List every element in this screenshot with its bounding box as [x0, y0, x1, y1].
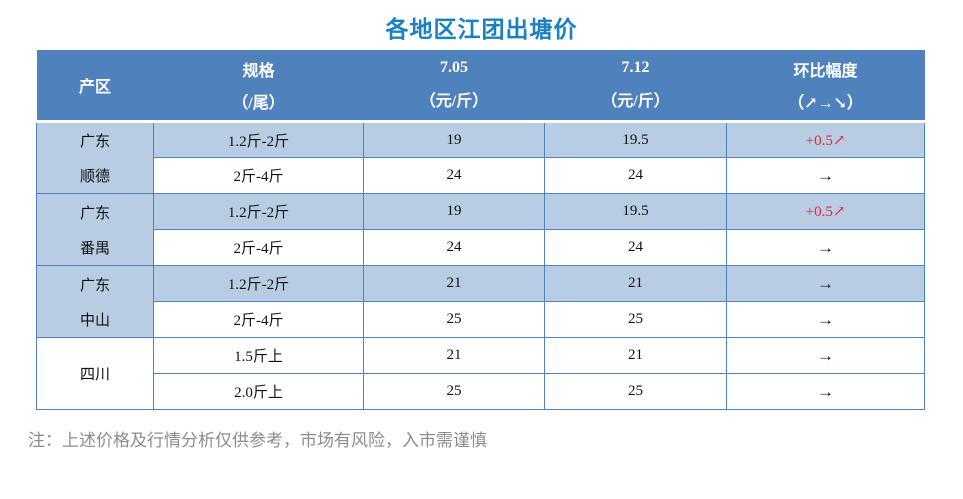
table-row: 广东 番禺 1.2斤-2斤 19 19.5 +0.5↗	[36, 193, 925, 266]
price-0705-cell: 24	[363, 229, 545, 266]
region-cell-zhongshan: 广东 中山	[36, 265, 154, 338]
header-spec-unit: （/尾）	[232, 94, 285, 112]
spec-cell: 1.2斤-2斤	[153, 121, 364, 158]
price-0712-cell: 25	[544, 373, 727, 410]
change-cell: →	[726, 265, 925, 302]
spec-cell: 1.5斤上	[153, 337, 364, 374]
price-0705-cell: 25	[363, 301, 545, 338]
price-0705-cell: 25	[363, 373, 545, 410]
header-date-0712-label: 7.12	[621, 59, 650, 77]
price-0712-cell: 21	[544, 337, 727, 374]
region-line2: 番禺	[79, 240, 110, 257]
change-cell: →	[726, 301, 925, 338]
price-0705-cell: 21	[363, 337, 545, 374]
header-date-0705: 7.05 （元/斤）	[363, 50, 545, 123]
header-spec-label: 规格	[242, 63, 275, 81]
region-cell-shunde: 广东 顺德	[36, 121, 154, 194]
region-line1: 广东	[79, 205, 110, 222]
table-row: 2.0斤上 25 25 →	[37, 373, 925, 410]
change-cell: →	[726, 229, 925, 266]
header-change-label: 环比幅度	[793, 63, 858, 81]
header-date-0705-unit: （元/斤）	[419, 92, 489, 110]
region-line2: 顺德	[79, 169, 110, 185]
price-0712-cell: 19.5	[544, 121, 727, 158]
change-cell: →	[726, 337, 925, 374]
region-line2: 中山	[79, 312, 110, 329]
region-line1: 四川	[79, 367, 110, 383]
spec-cell: 2.0斤上	[153, 373, 364, 410]
table-row: 广东 中山 1.2斤-2斤 21 21 →	[36, 265, 925, 338]
price-0705-cell: 19	[363, 193, 545, 230]
header-change-arrows: （↗→↘）	[788, 94, 863, 112]
spec-cell: 2斤-4斤	[153, 301, 364, 338]
header-change: 环比幅度 （↗→↘）	[726, 50, 925, 123]
header-region-label: 产区	[78, 79, 111, 96]
header-spec: 规格 （/尾）	[153, 50, 364, 123]
table-row: 2斤-4斤 24 24 →	[37, 157, 925, 194]
price-0712-cell: 24	[544, 157, 727, 194]
price-0712-cell: 19.5	[544, 193, 727, 230]
change-cell: →	[726, 157, 925, 194]
header-date-0712-unit: （元/斤）	[601, 92, 670, 110]
change-cell: →	[726, 373, 925, 410]
spec-cell: 2斤-4斤	[153, 229, 364, 266]
header-date-0705-label: 7.05	[440, 59, 468, 77]
price-0705-cell: 21	[363, 265, 545, 302]
price-0705-cell: 19	[363, 121, 545, 158]
header-region: 产区	[36, 50, 154, 123]
table-row: 2斤-4斤 24 24 →	[37, 229, 925, 266]
change-cell: +0.5↗	[726, 193, 925, 230]
page-title: 各地区江团出塘价	[385, 16, 578, 42]
region-line1: 广东	[79, 134, 110, 150]
disclaimer-note: 注：上述价格及行情分析仅供参考，市场有风险，入市需谨慎	[28, 431, 487, 450]
spec-cell: 2斤-4斤	[153, 157, 364, 194]
price-0712-cell: 24	[544, 229, 727, 266]
price-0705-cell: 24	[363, 157, 545, 194]
table-header-row: 产区 规格 （/尾） 7.05 （元/斤）	[36, 50, 925, 123]
price-0712-cell: 25	[544, 301, 727, 338]
table-row: 四川 1.5斤上 21 21 →	[36, 337, 925, 410]
price-0712-cell: 21	[544, 265, 727, 302]
table-row: 2斤-4斤 25 25 →	[37, 301, 925, 338]
table-row: 广东 顺德 1.2斤-2斤 19 19.5 +0.5↗	[36, 121, 925, 194]
change-cell: +0.5↗	[726, 121, 925, 158]
spec-cell: 1.2斤-2斤	[153, 193, 364, 230]
region-cell-sichuan: 四川	[36, 337, 154, 410]
region-cell-panyu: 广东 番禺	[36, 193, 154, 266]
header-date-0712: 7.12 （元/斤）	[544, 50, 727, 123]
region-line1: 广东	[79, 277, 110, 294]
price-table: 产区 规格 （/尾） 7.05 （元/斤）	[36, 50, 925, 410]
spec-cell: 1.2斤-2斤	[153, 265, 364, 302]
